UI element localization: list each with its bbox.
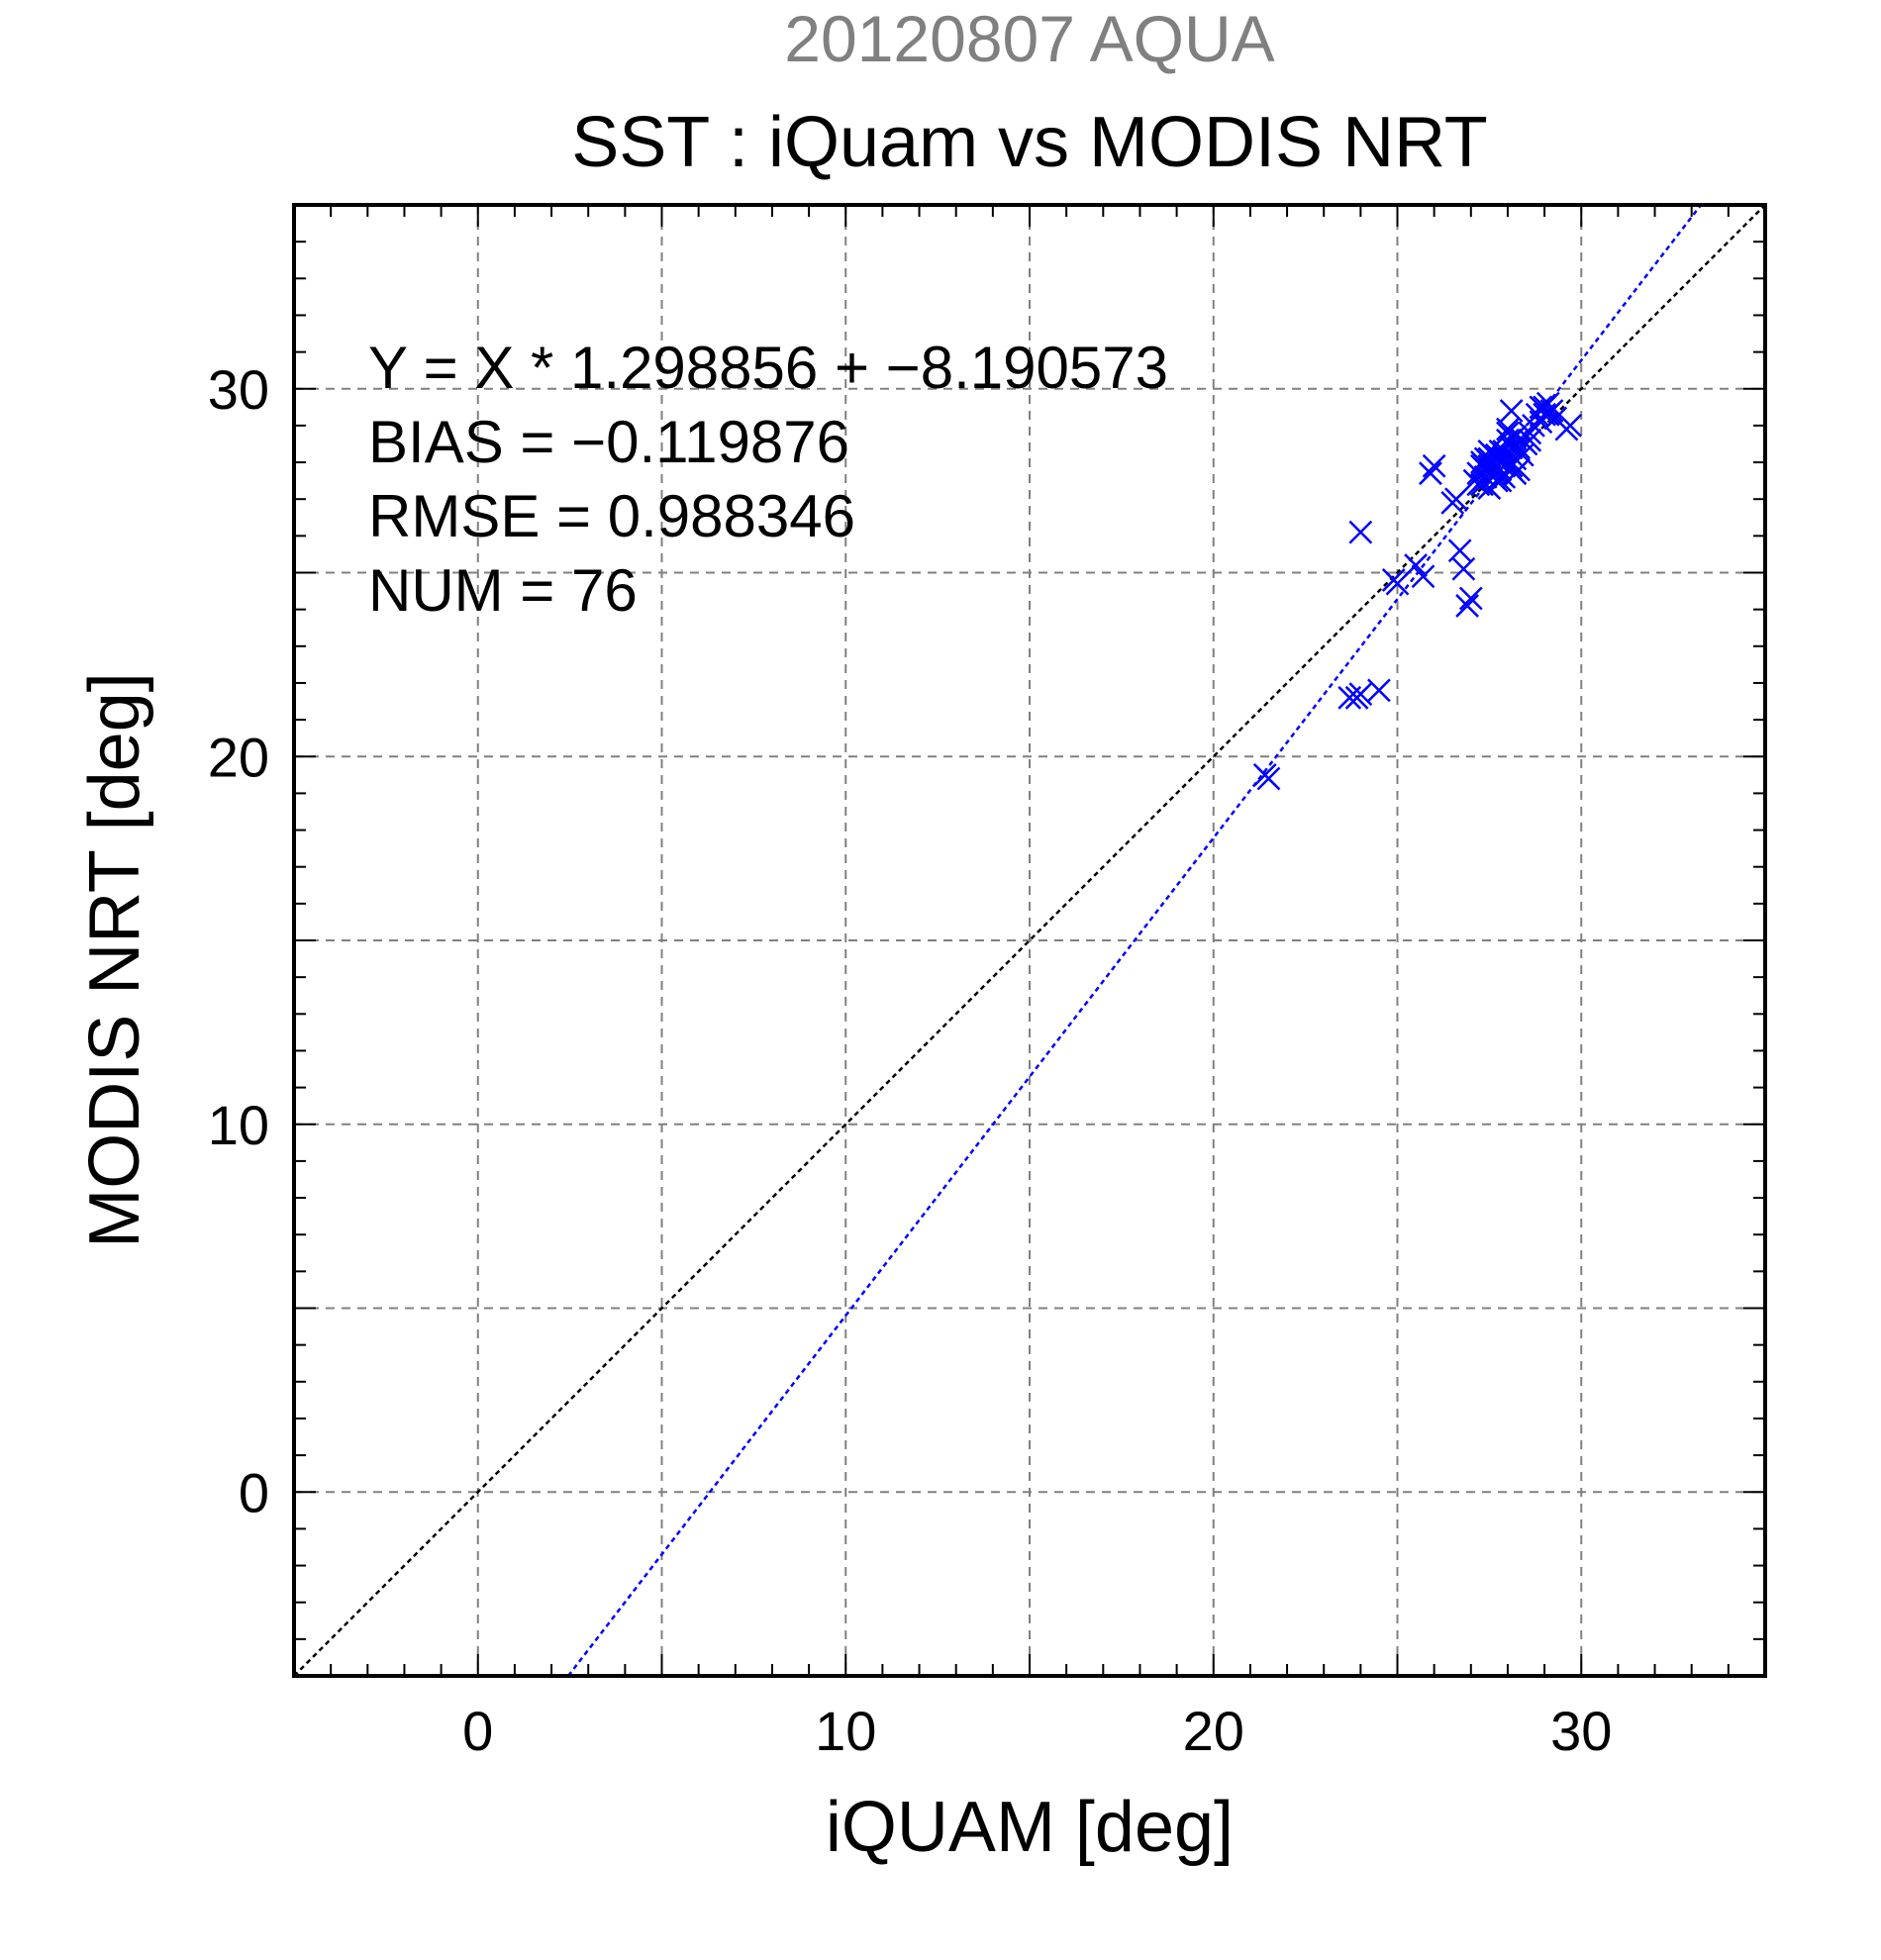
data-point (1535, 402, 1560, 427)
x-tick-label: 30 (1550, 1700, 1612, 1762)
data-point (1367, 678, 1391, 703)
bias-text: BIAS = −0.119876 (368, 409, 849, 475)
num-text: NUM = 76 (368, 557, 638, 624)
regression-line (567, 204, 1703, 1677)
data-point (1458, 586, 1483, 611)
stats-annotations: Y = X * 1.298856 + −8.190573 BIAS = −0.1… (368, 335, 1168, 624)
x-tick-label: 20 (1183, 1700, 1244, 1762)
chart-title: SST : iQuam vs MODIS NRT (571, 103, 1488, 182)
data-point (1499, 399, 1524, 423)
data-point (1522, 414, 1545, 438)
data-point (1496, 421, 1520, 445)
data-point (1451, 556, 1476, 581)
y-tick-label: 20 (208, 726, 269, 788)
data-point (1419, 461, 1442, 486)
reference-lines (293, 204, 1766, 1677)
data-point (1444, 487, 1468, 512)
grid (294, 205, 1765, 1676)
data-point (1470, 472, 1494, 497)
data-point (1256, 766, 1281, 791)
data-point (1385, 571, 1410, 596)
data-point (1477, 440, 1502, 463)
data-point (1488, 468, 1513, 493)
data-point (1510, 428, 1534, 452)
data-points (1252, 391, 1582, 791)
rmse-text: RMSE = 0.988346 (368, 483, 855, 549)
data-point (1503, 425, 1528, 448)
data-point (1466, 472, 1491, 497)
data-point (1411, 564, 1436, 589)
fit-equation-text: Y = X * 1.298856 + −8.190573 (368, 335, 1168, 401)
y-axis-label: MODIS NRT [deg] (75, 672, 154, 1248)
data-point (1470, 453, 1494, 478)
x-tick-label: 0 (462, 1700, 493, 1762)
axis-ticks: 0 10 20 30 0 10 20 30 (208, 204, 1766, 1762)
data-point (1404, 553, 1428, 577)
chart-suptitle: 20120807 AQUA (784, 2, 1274, 75)
data-point (1447, 539, 1472, 563)
data-point (1348, 682, 1373, 706)
y-tick-label: 30 (208, 358, 269, 421)
y-tick-label: 10 (208, 1094, 269, 1156)
data-point (1507, 457, 1531, 482)
data-point (1558, 414, 1582, 438)
data-point (1484, 442, 1509, 467)
data-point (1455, 594, 1479, 618)
data-point (1533, 395, 1556, 420)
y-tick-label: 0 (239, 1461, 269, 1523)
data-point (1422, 453, 1446, 478)
data-point (1518, 428, 1542, 452)
x-tick-label: 10 (815, 1700, 876, 1762)
data-point (1492, 446, 1517, 471)
data-point (1348, 520, 1373, 544)
x-axis-label: iQUAM [deg] (826, 1788, 1234, 1867)
